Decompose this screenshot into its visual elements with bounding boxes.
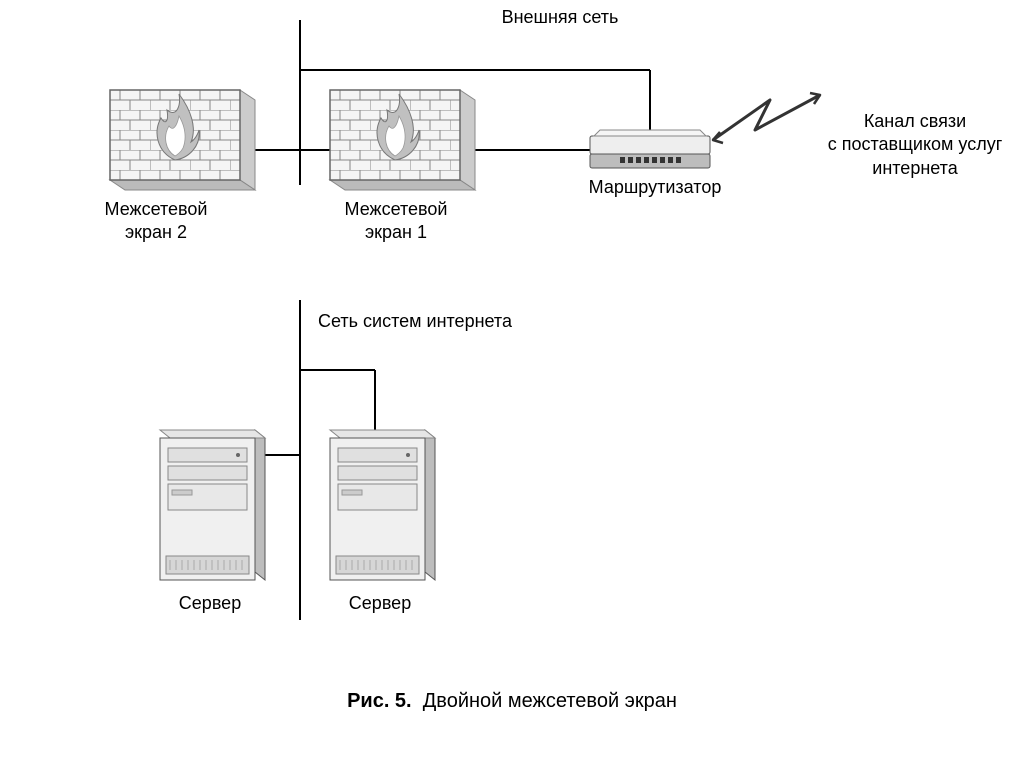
router-label: Маршрутизатор [570, 176, 740, 199]
dmz-net-label: Сеть систем интернета [318, 310, 578, 333]
server-1-label: Сервер [150, 592, 270, 615]
firewall-1-label: Межсетевой экран 1 [316, 198, 476, 245]
server-2-label: Сервер [320, 592, 440, 615]
figure-caption: Рис. 5. Двойной межсетевой экран [0, 690, 1024, 713]
caption-prefix: Рис. 5. [347, 690, 412, 712]
isp-link-label: Канал связи с поставщиком услуг интернет… [810, 110, 1020, 180]
server-2-icon [330, 430, 435, 580]
router-icon [590, 130, 710, 168]
bolt-icon [713, 93, 820, 143]
external-net-label: Внешняя сеть [480, 6, 640, 29]
network-diagram: Внешняя сеть Межсетевой экран 2 Межсетев… [0, 0, 1024, 767]
firewall-1-icon [330, 90, 475, 190]
firewall-2-label: Межсетевой экран 2 [76, 198, 236, 245]
server-1-icon [160, 430, 265, 580]
caption-text: Двойной межсетевой экран [423, 690, 677, 712]
firewall-2-icon [110, 90, 255, 190]
